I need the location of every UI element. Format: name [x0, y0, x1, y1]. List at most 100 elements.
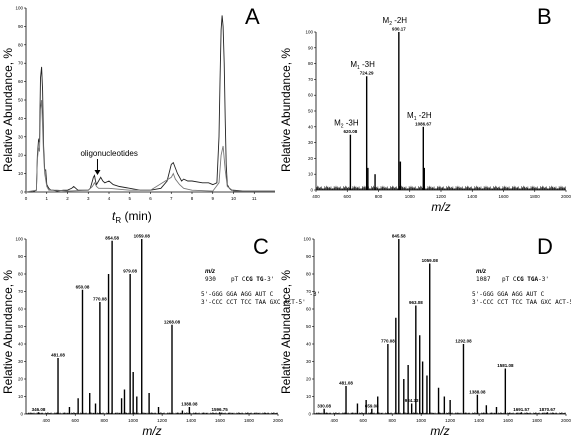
y-tick-label: 70	[18, 61, 24, 66]
y-tick-label: 90	[18, 254, 24, 259]
peak-label: 770.08	[381, 339, 395, 344]
panel-label-d: D	[537, 234, 553, 259]
y-tick-label: 20	[308, 156, 314, 161]
y-tick-label: 30	[18, 359, 24, 364]
x-tick-label: 1000	[128, 418, 139, 423]
peak-label: 979.08	[123, 269, 137, 274]
y-tick-label: 70	[306, 289, 312, 294]
peak-label: 963.08	[409, 300, 423, 305]
y-tick-label: 70	[308, 77, 314, 82]
x-axis-label: m/z	[430, 424, 449, 438]
x-tick-label: 1200	[436, 194, 447, 199]
x-tick-label: 9	[211, 196, 214, 201]
y-tick-label: 40	[306, 342, 312, 347]
y-tick-label: 90	[306, 254, 312, 259]
x-tick-label: 1000	[405, 194, 416, 199]
peak-label: 930.17	[392, 27, 406, 32]
x-tick-label: 600	[343, 194, 351, 199]
x-tick-label: 1400	[467, 194, 478, 199]
peak-label: 620.08	[344, 129, 358, 134]
y-tick-label: 0	[20, 190, 23, 195]
x-tick-label: 8	[191, 196, 194, 201]
peak-label: 1086.67	[415, 121, 432, 126]
x-tick-label: 1200	[157, 418, 168, 423]
y-tick-label: 50	[18, 324, 24, 329]
ion-label: M1 -2H	[407, 111, 432, 122]
x-tick-label: 1800	[244, 418, 255, 423]
peak-label: 1059.08	[134, 234, 151, 239]
x-tick-label: 800	[100, 418, 108, 423]
x-tick-label: 600	[71, 418, 79, 423]
peak-label: 1691.57	[513, 407, 530, 412]
y-tick-label: 10	[18, 394, 24, 399]
peak-label: 659.08	[365, 403, 379, 408]
y-tick-label: 60	[308, 93, 314, 98]
panel-c-spectrum: 400 600 800 1000 1200 1400 1600 1800 20000102030…	[15, 234, 320, 439]
peak-label: 1596.75	[211, 407, 228, 412]
ion-label: M2 -3H	[334, 119, 359, 130]
y-tick-label: 10	[18, 171, 24, 176]
ylabel-top: Relative Abundance, %	[1, 48, 15, 172]
sequence-line-2: 3'-CCC CCT TCC TAA GXC ACT-5'	[201, 299, 306, 306]
y-tick-label: 100	[305, 30, 313, 35]
y-tick-label: 40	[18, 116, 24, 121]
y-tick-label: 90	[308, 45, 314, 50]
peak-label: 724.29	[360, 71, 374, 76]
x-tick-label: 10	[231, 196, 237, 201]
peak-label: 1870.67	[539, 407, 556, 412]
y-tick-label: 50	[18, 98, 24, 103]
y-tick-label: 30	[306, 359, 312, 364]
peak-label: 854.58	[105, 235, 119, 240]
x-tick-label: 1800	[530, 194, 541, 199]
y-tick-label: 60	[306, 307, 312, 312]
sequence-line-1: 5'-GGG GGA AGG AUT C -3'	[201, 291, 320, 298]
x-tick-label: 6	[149, 196, 152, 201]
panel-label-b: B	[537, 4, 552, 29]
x-axis-label: m/z	[431, 200, 450, 214]
x-tick-label: 2000	[561, 418, 571, 423]
y-tick-label: 10	[306, 394, 312, 399]
x-tick-label: 2000	[273, 418, 284, 423]
peak-label: 845.58	[392, 234, 406, 239]
ylabel-bottom: Relative Abundance, %	[1, 270, 15, 394]
peak-label: 1581.08	[497, 363, 514, 368]
ion-label: M1 -3H	[350, 60, 375, 71]
peak-label: 330.08	[317, 403, 331, 408]
y-tick-label: 60	[18, 79, 24, 84]
x-tick-label: 400	[331, 418, 339, 423]
y-tick-label: 0	[20, 412, 23, 417]
peak-label: 346.08	[32, 407, 46, 412]
noise-baseline	[314, 412, 566, 414]
y-tick-label: 90	[18, 24, 24, 29]
series-line	[25, 99, 275, 193]
peak-label: 1268.08	[164, 319, 181, 324]
mz-header: m/z	[476, 269, 486, 275]
ion-label: M2 -2H	[383, 16, 408, 27]
sequence-line-2: 3'-CCC CCT TCC TAA GXC ACT-5'	[472, 299, 571, 306]
x-axis-label: tR (min)	[112, 209, 152, 225]
y-tick-label: 80	[18, 272, 24, 277]
x-tick-label: 4	[108, 196, 111, 201]
x-tick-label: 600	[359, 418, 367, 423]
y-tick-label: 100	[15, 6, 23, 11]
fragment-label: pT CCG TG-3'	[231, 276, 274, 283]
x-tick-label: 400	[43, 418, 51, 423]
panel-b-spectrum: 400 600 800 1000 1200 1400 1600 1800 2000 0 10 20 30…	[305, 16, 571, 214]
x-tick-label: 1600	[215, 418, 226, 423]
y-tick-label: 100	[303, 237, 311, 242]
y-tick-label: 80	[306, 272, 312, 277]
peak-label: 1388.08	[469, 389, 486, 394]
peak-label: 481.08	[339, 381, 353, 386]
noise-baseline	[316, 185, 566, 190]
y-tick-label: 0	[310, 188, 313, 193]
x-tick-label: 1600	[503, 418, 514, 423]
y-tick-label: 30	[18, 134, 24, 139]
x-tick-label: 1800	[532, 418, 543, 423]
x-tick-label: 400	[312, 194, 320, 199]
x-tick-label: 2	[66, 196, 69, 201]
x-tick-label: 7	[170, 196, 173, 201]
x-tick-label: 800	[388, 418, 396, 423]
mz-value: 930	[205, 276, 216, 283]
x-tick-label: 0	[25, 196, 28, 201]
